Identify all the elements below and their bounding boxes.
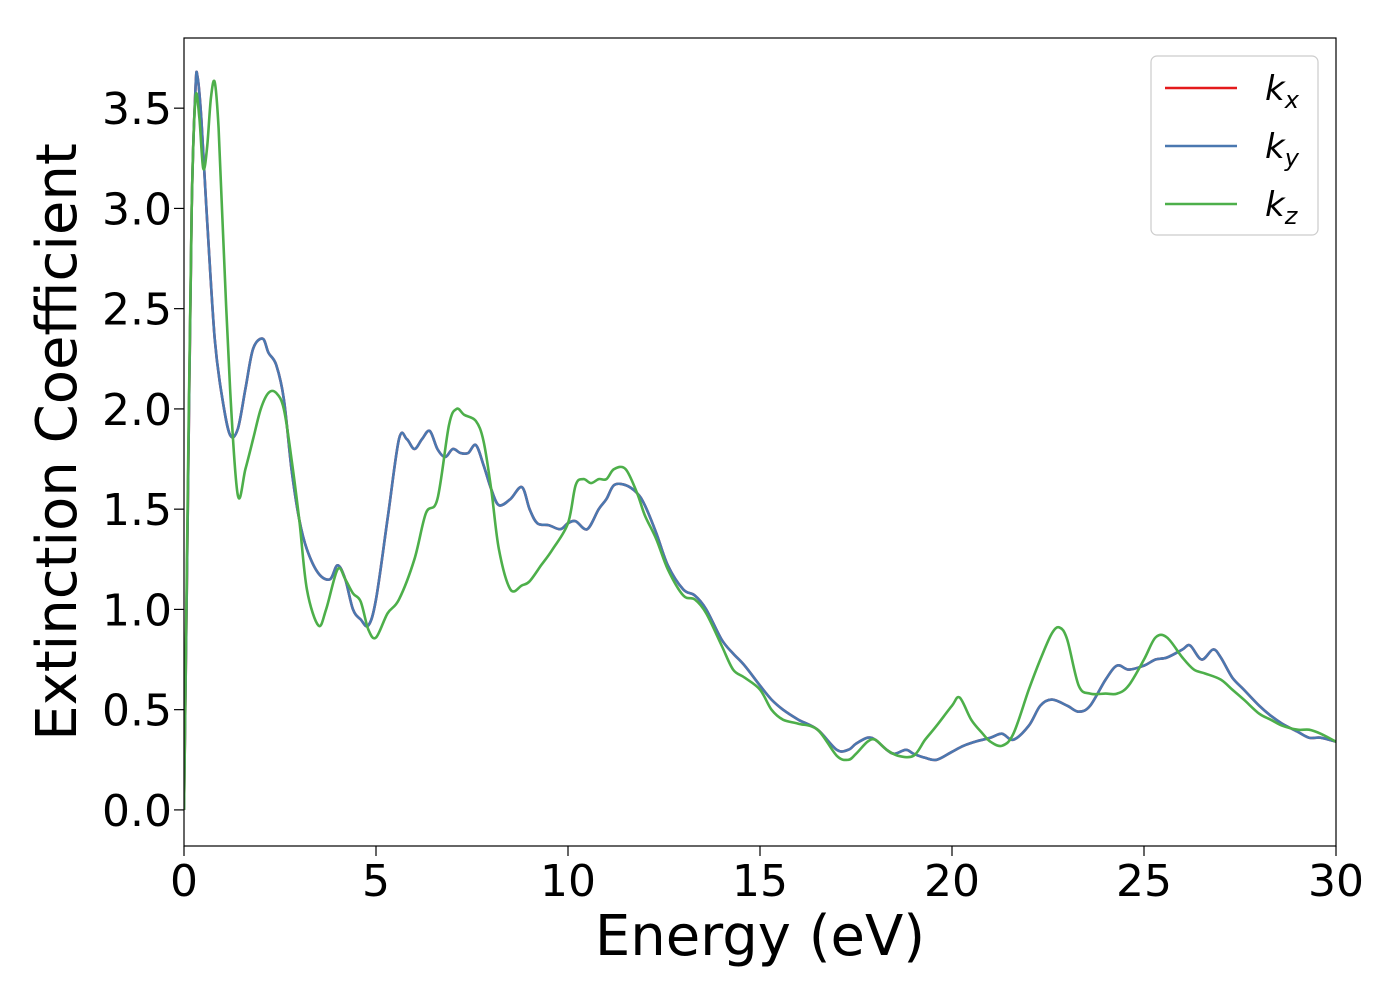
y-tick-label: 0.0	[102, 786, 172, 837]
y-axis: 0.0 0.5 1.0 1.5 2.0 2.5 3.0 3.5	[102, 84, 184, 837]
plot-frame	[183, 37, 1337, 847]
legend-label-main: k	[1265, 69, 1286, 109]
legend-label-ky: ky	[1265, 127, 1300, 172]
y-tick-label: 1.5	[102, 485, 172, 536]
x-tick-label: 10	[540, 856, 596, 907]
legend-label-subscript: z	[1284, 202, 1299, 230]
x-axis: 0 5 10 15 20 25 30	[170, 846, 1364, 907]
legend-label-subscript: y	[1284, 144, 1300, 172]
y-axis-label: Extinction Coefficient	[25, 143, 90, 741]
y-tick-label: 2.0	[102, 385, 172, 436]
legend-label-main: k	[1265, 127, 1286, 167]
x-tick-label: 15	[732, 856, 788, 907]
y-tick-label: 0.5	[102, 686, 172, 737]
x-tick-label: 20	[924, 856, 980, 907]
y-tick-label: 3.5	[102, 84, 172, 135]
x-tick-label: 25	[1116, 856, 1172, 907]
x-axis-label: Energy (eV)	[595, 904, 925, 969]
legend-label-kx: kx	[1265, 69, 1300, 114]
y-tick-label: 3.0	[102, 184, 172, 235]
y-tick-label: 1.0	[102, 585, 172, 636]
plot-area	[184, 70, 1336, 810]
x-tick-label: 30	[1308, 856, 1364, 907]
legend-label-subscript: x	[1284, 86, 1300, 114]
series-line-kz	[184, 79, 1336, 810]
legend-label-main: k	[1265, 185, 1286, 225]
x-tick-label: 0	[170, 856, 198, 907]
y-tick-label: 2.5	[102, 285, 172, 336]
x-tick-label: 5	[362, 856, 390, 907]
legend-label-kz: kz	[1265, 185, 1299, 230]
